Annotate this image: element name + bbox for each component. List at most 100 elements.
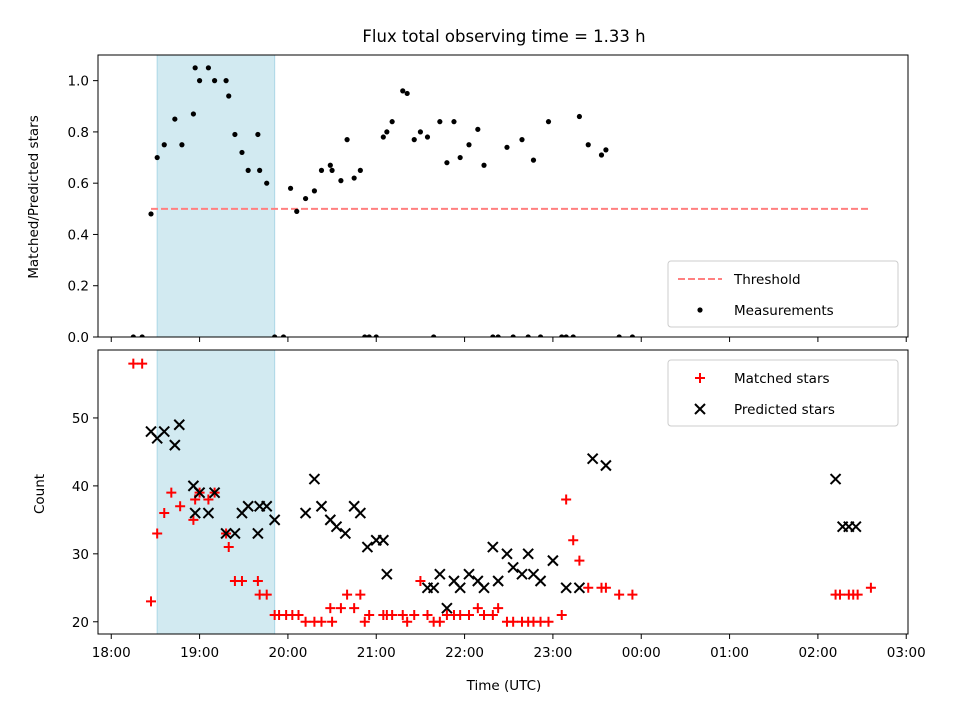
matched-point (479, 609, 490, 620)
measurement-point (257, 167, 263, 173)
measurement-point (616, 334, 622, 337)
measurement-point (629, 334, 636, 337)
legend-predicted-handle (694, 403, 706, 415)
legend-box (667, 359, 899, 427)
predicted-point (339, 527, 352, 540)
predicted-point (560, 582, 572, 594)
measurement-point (179, 142, 185, 148)
matched-point (472, 603, 483, 614)
predicted-point (522, 548, 534, 560)
predicted-point (361, 541, 374, 553)
measurement-point (294, 208, 300, 214)
bottom-y-tick-label: 40 (72, 479, 89, 495)
matched-point (188, 514, 199, 525)
predicted-point (427, 582, 440, 594)
matched-point (583, 582, 594, 593)
x-tick-label: 01:00 (710, 645, 749, 661)
matched-point (487, 609, 498, 620)
predicted-point (547, 554, 559, 567)
measurement-point (239, 149, 245, 156)
matched-point (865, 582, 876, 593)
measurement-point (190, 111, 196, 117)
matched-point (834, 589, 845, 600)
predicted-point (501, 548, 513, 560)
predicted-point (492, 575, 504, 587)
matched-point (455, 609, 466, 620)
matched-point (335, 603, 346, 614)
measurement-point (373, 334, 379, 337)
matched-point (261, 589, 272, 600)
matched-point (359, 616, 370, 627)
matched-point (349, 603, 360, 614)
matched-point (175, 501, 186, 512)
measurement-point (519, 137, 525, 143)
matched-point (568, 535, 579, 546)
measurement-point (510, 334, 516, 337)
measurement-point (437, 119, 443, 125)
top-series-measurements (130, 65, 636, 337)
measurement-point (495, 334, 501, 337)
bottom-y-tick-label: 30 (72, 547, 89, 563)
x-tick-label: 20:00 (268, 645, 307, 661)
top-plot-area (130, 65, 871, 337)
measurement-point (545, 119, 552, 125)
matched-point (543, 616, 554, 627)
predicted-point (829, 473, 842, 485)
bottom-y-tick-label: 20 (72, 615, 89, 631)
measurement-point (232, 131, 238, 138)
predicted-point (534, 575, 547, 587)
predicted-point (586, 453, 599, 465)
predicted-point (189, 507, 201, 519)
measurement-point (344, 137, 350, 143)
matched-point (316, 616, 327, 627)
matched-point (159, 508, 170, 519)
matched-point (852, 589, 863, 600)
measurement-point (537, 334, 544, 337)
measurement-point (366, 334, 372, 337)
matched-point (236, 576, 247, 587)
matched-point (342, 589, 353, 600)
bottom-axes: 20 30 40 50 18:00 19:00 20:00 21:00 22:00 23:00 00… (72, 349, 926, 661)
predicted-point (850, 520, 862, 533)
measurement-point (404, 90, 410, 97)
measurement-point (475, 126, 481, 132)
bottom-y-axis-label: Count (32, 474, 48, 514)
top-axes-frame (97, 54, 909, 338)
matched-point (434, 616, 445, 627)
top-axes: 0.0 0.2 0.4 0.6 0.8 1.0 Threshold Measurements (68, 54, 909, 346)
matched-point (152, 528, 163, 539)
matched-point (561, 494, 572, 505)
predicted-point (507, 561, 519, 574)
matched-point (166, 487, 177, 498)
measurement-point (223, 78, 229, 84)
measurement-point (530, 157, 537, 163)
top-y-axis-label: Matched/Predicted stars (26, 115, 42, 278)
measurement-point (451, 119, 457, 125)
top-y-tick-label: 0.4 (68, 227, 89, 243)
predicted-point (229, 527, 241, 540)
matched-point (300, 616, 311, 627)
predicted-point (242, 500, 254, 512)
measurement-point (272, 334, 278, 337)
matched-point (463, 609, 474, 620)
legend-label: Predicted stars (734, 402, 835, 418)
measurement-point (338, 178, 344, 184)
bottom-plot-area (128, 358, 876, 627)
measurement-point (130, 334, 136, 337)
predicted-point (173, 419, 185, 431)
measurement-point (192, 65, 198, 71)
legend-matched-handle (695, 373, 705, 383)
top-y-tick-label: 0.6 (68, 176, 89, 192)
predicted-point (158, 425, 170, 438)
measurement-point (380, 134, 386, 140)
matched-point (145, 596, 156, 607)
predicted-point (434, 568, 446, 580)
legend-measurements-handle (697, 307, 703, 313)
legend-box (667, 260, 899, 328)
measurement-point (302, 195, 309, 202)
matched-point (325, 603, 336, 614)
predicted-point (463, 568, 475, 580)
matched-point (128, 358, 139, 369)
bottom-series-predicted-stars (145, 419, 862, 614)
